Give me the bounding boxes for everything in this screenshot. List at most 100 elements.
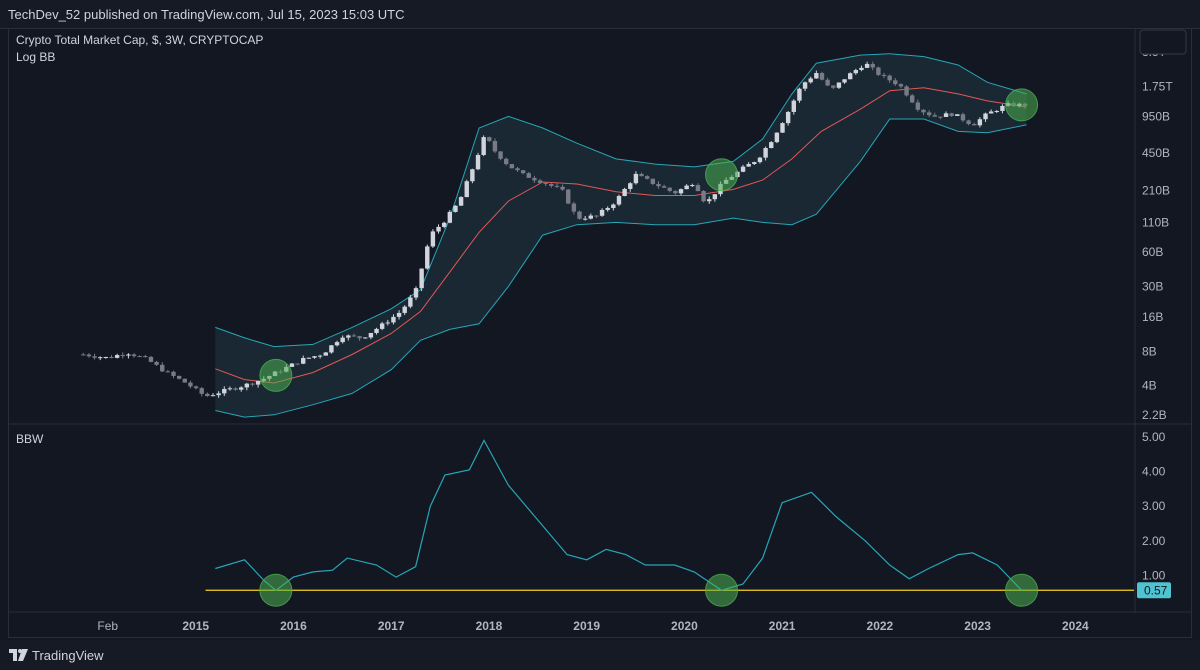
candle-body [396, 312, 402, 317]
candle-body [317, 355, 323, 357]
candle-body [611, 204, 616, 209]
scale-settings-button[interactable] [1139, 29, 1187, 55]
candle-body [763, 148, 768, 158]
candle-body [441, 222, 447, 227]
tradingview-logo-icon [9, 649, 28, 661]
bbw-tick-label: 4.00 [1142, 465, 1166, 479]
candle-body [842, 79, 847, 83]
candle-body [295, 363, 300, 365]
candle-body [853, 70, 859, 74]
candle-body [571, 203, 577, 212]
candle-body [137, 356, 142, 358]
candle-body [972, 124, 977, 126]
candle-body [814, 73, 819, 79]
candle-body [605, 208, 610, 210]
candle-body [707, 199, 712, 202]
candle-body [712, 194, 718, 200]
candle-body [176, 375, 182, 379]
candle-body [126, 354, 131, 356]
candle-body [910, 95, 915, 103]
candle-body [120, 355, 125, 357]
time-tick-label: Feb [97, 619, 118, 633]
squeeze-highlight [259, 573, 293, 607]
candle-body [301, 358, 306, 364]
candle-body [983, 113, 988, 120]
candle-body [222, 388, 227, 394]
candle-body [160, 364, 165, 372]
squeeze-highlight [1005, 88, 1039, 122]
candle-body [244, 383, 250, 388]
candle-body [374, 328, 379, 333]
candle-body [385, 322, 390, 324]
candle-body [227, 388, 233, 390]
candle-body [932, 115, 937, 117]
chart-frame [8, 28, 1192, 638]
candle-body [430, 231, 436, 247]
candle-body [210, 395, 216, 397]
candle-body [1000, 105, 1005, 112]
candle-body [797, 88, 802, 101]
candle-body [673, 190, 678, 194]
candle-body [346, 335, 351, 338]
candle-body [966, 120, 971, 125]
candle-body [498, 151, 503, 159]
squeeze-highlight [1005, 573, 1039, 607]
bbw-tick-label: 5.00 [1142, 430, 1166, 444]
candle-body [408, 297, 413, 307]
candle-body [594, 215, 599, 217]
price-tick-label: 16B [1142, 310, 1163, 324]
candle-body [588, 215, 593, 219]
candle-body [667, 187, 672, 191]
candle-body [334, 342, 340, 346]
candle-body [143, 356, 148, 358]
candle-body [114, 355, 120, 358]
candle-body [148, 356, 154, 362]
time-tick-label: 2018 [476, 619, 503, 633]
candle-body [560, 186, 565, 190]
time-tick-label: 2017 [378, 619, 405, 633]
time-tick-label: 2015 [182, 619, 209, 633]
candle-body [785, 111, 791, 124]
candle-body [470, 169, 475, 182]
candle-body [960, 114, 966, 121]
candle-body [98, 357, 103, 359]
candle-body [752, 162, 757, 165]
candle-body [656, 183, 661, 187]
candle-body [492, 141, 498, 152]
candle-body [977, 119, 983, 126]
candle-body [887, 75, 892, 81]
squeeze-highlight [705, 573, 739, 607]
candle-body [701, 191, 706, 202]
candle-body [746, 164, 751, 167]
candle-body [949, 113, 954, 116]
candle-body [509, 164, 515, 169]
candle-body [825, 79, 830, 86]
candle-body [487, 137, 492, 142]
candle-body [504, 158, 509, 165]
candle-body [425, 246, 430, 269]
price-pane: Crypto Total Market Cap, $, 3W, CRYPTOCA… [16, 33, 1173, 422]
candle-body [690, 185, 695, 187]
publisher-text: TechDev_52 published on TradingView.com,… [8, 7, 405, 22]
candle-body [955, 114, 960, 116]
candle-body [904, 86, 909, 96]
candle-body [836, 82, 842, 88]
candle-body [171, 371, 176, 376]
candle-body [791, 100, 796, 112]
time-tick-label: 2021 [769, 619, 796, 633]
candle-body [379, 323, 385, 329]
candle-body [577, 211, 582, 219]
candle-body [391, 316, 396, 323]
candle-body [520, 170, 526, 174]
time-tick-label: 2024 [1062, 619, 1089, 633]
candle-body [475, 154, 481, 170]
bbw-tick-label: 2.00 [1142, 534, 1166, 548]
chart-canvas[interactable]: Crypto Total Market Cap, $, 3W, CRYPTOCA… [0, 0, 1200, 640]
candle-body [447, 211, 453, 223]
candle-body [864, 63, 870, 68]
candle-body [808, 78, 813, 83]
bbw-title: BBW [16, 432, 44, 446]
candle-body [994, 111, 999, 113]
candle-body [893, 80, 898, 85]
candle-body [312, 356, 317, 358]
